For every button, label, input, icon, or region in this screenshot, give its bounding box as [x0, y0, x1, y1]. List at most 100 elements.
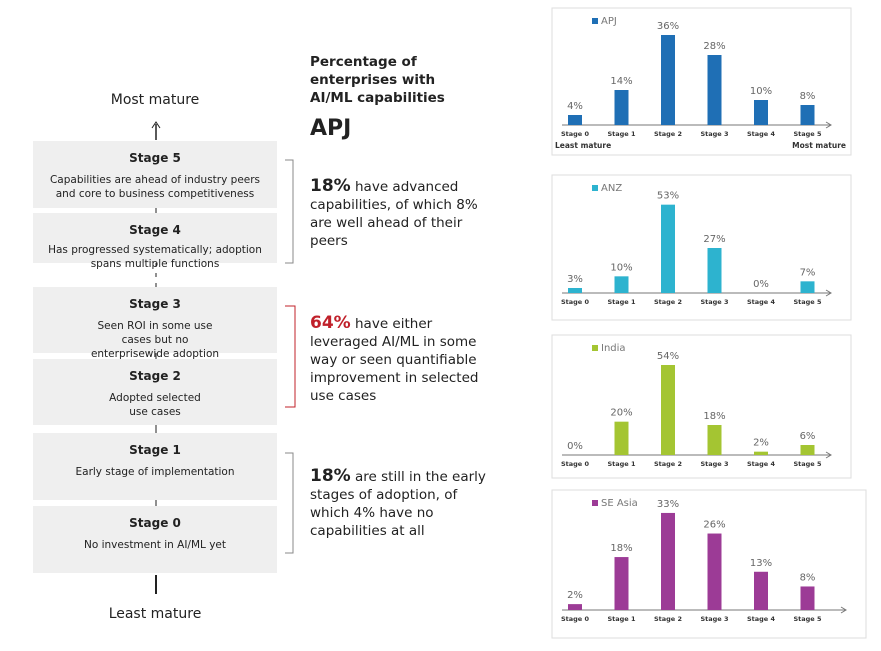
legend-swatch [592, 185, 598, 191]
stage-text: Capabilities are ahead of industry peers… [49, 174, 261, 200]
x-tick-label: Stage 4 [747, 460, 775, 468]
bar [614, 421, 629, 455]
stage-title: Stage 5 [129, 151, 181, 165]
legend-swatch [592, 500, 598, 506]
legend-label: India [601, 343, 626, 354]
stage-box: Stage 1 Early stage of implementation [33, 433, 277, 500]
x-tick-label: Stage 5 [793, 298, 821, 306]
x-tick-label: Stage 5 [793, 615, 821, 623]
legend-swatch [592, 18, 598, 24]
x-tick-label: Stage 0 [561, 615, 589, 623]
bar [754, 451, 768, 455]
scale-bottom: Least mature [108, 606, 202, 622]
value-label: 8% [800, 91, 816, 102]
x-tick-label: Stage 2 [654, 615, 682, 623]
value-label: 36% [657, 21, 679, 32]
stage-text: No investment in AI/ML yet [83, 539, 226, 551]
chart-panel [551, 174, 852, 321]
value-label: 3% [567, 274, 583, 285]
bar [568, 288, 582, 293]
stage-box: Stage 3 Seen ROI in some use cases but n… [33, 287, 277, 360]
bar [568, 604, 582, 610]
summary-highlight: 18% [310, 176, 351, 196]
stage-box: Stage 0 No investment in AI/ML yet [33, 506, 277, 573]
x-tick-label: Stage 5 [793, 130, 821, 138]
value-label: 14% [610, 76, 632, 87]
value-label: 8% [800, 572, 816, 583]
x-tick-label: Stage 3 [700, 298, 728, 306]
bar [661, 204, 675, 293]
x-tick-label: Stage 1 [607, 615, 635, 623]
bar [754, 571, 768, 610]
summary: 18% have advanced capabilities, of which… [310, 177, 490, 250]
bar [800, 105, 815, 125]
stage-title: Stage 0 [129, 516, 181, 530]
x-tick-label: Stage 0 [561, 298, 589, 306]
x-tick-label: Stage 5 [793, 460, 821, 468]
value-label: 10% [750, 86, 772, 97]
headline-title: Percentage of enterprises with AI/ML cap… [310, 54, 445, 106]
summary-text: are still in the early stages of adoptio… [310, 469, 486, 539]
value-label: 26% [703, 520, 725, 531]
stage-text: Has progressed systematically; adoption … [48, 244, 262, 270]
summary-text: have advanced capabilities, of which 8% … [310, 179, 478, 249]
x-tick-label: Stage 1 [607, 130, 635, 138]
value-label: 0% [753, 279, 769, 290]
stage-title: Stage 1 [129, 443, 181, 457]
bracket [285, 305, 296, 408]
summary-text: have either leveraged AI/ML in some way … [310, 316, 479, 404]
value-label: 13% [750, 558, 772, 569]
x-tick-label: Stage 0 [561, 130, 589, 138]
bar [707, 55, 722, 125]
value-label: 53% [657, 191, 679, 202]
bar [800, 281, 815, 293]
bar [614, 90, 629, 125]
x-tick-label: Stage 4 [747, 615, 775, 623]
axis-arrow [825, 451, 832, 459]
summary: 64% have either leveraged AI/ML in some … [310, 314, 490, 405]
stage-text: Early stage of implementation [75, 466, 235, 478]
value-label: 2% [567, 590, 583, 601]
legend-label: SE Asia [601, 498, 638, 509]
bar [754, 100, 768, 125]
value-label: 33% [657, 499, 679, 510]
legend-swatch [592, 345, 598, 351]
stage-title: Stage 4 [129, 223, 181, 237]
x-tick-label: Stage 2 [654, 130, 682, 138]
x-tick-label: Stage 2 [654, 298, 682, 306]
bar [661, 512, 675, 610]
bar [661, 365, 675, 455]
bar [661, 35, 675, 125]
x-tick-label: Stage 4 [747, 298, 775, 306]
legend-label: APJ [601, 16, 617, 27]
stage-box: Stage 5 Capabilities are ahead of indust… [33, 141, 277, 208]
axis-end-label: Most mature [792, 141, 846, 150]
value-label: 20% [610, 408, 632, 419]
axis-arrow [825, 289, 832, 297]
bar [800, 586, 815, 610]
x-tick-label: Stage 3 [700, 460, 728, 468]
legend-label: ANZ [601, 183, 622, 194]
bar [707, 533, 722, 610]
value-label: 28% [703, 41, 725, 52]
bracket [285, 452, 294, 554]
scale-top: Most mature [110, 92, 200, 108]
value-label: 2% [753, 438, 769, 449]
x-tick-label: Stage 1 [607, 460, 635, 468]
x-tick-label: Stage 3 [700, 615, 728, 623]
stage-box: Stage 2 Adopted selected use cases [33, 359, 277, 425]
stage-title: Stage 3 [129, 297, 181, 311]
stage-text: Seen ROI in some use cases but no enterp… [90, 320, 220, 360]
stage-text: Adopted selected use cases [109, 392, 201, 418]
scale-decor [151, 121, 161, 594]
arrow-head [151, 121, 161, 129]
x-tick-label: Stage 4 [747, 130, 775, 138]
value-label: 27% [703, 234, 725, 245]
axis-arrow [840, 606, 847, 614]
summary-highlight: 18% [310, 466, 351, 486]
bar [800, 445, 815, 455]
bracket [285, 159, 294, 264]
axis-arrow [825, 121, 832, 129]
